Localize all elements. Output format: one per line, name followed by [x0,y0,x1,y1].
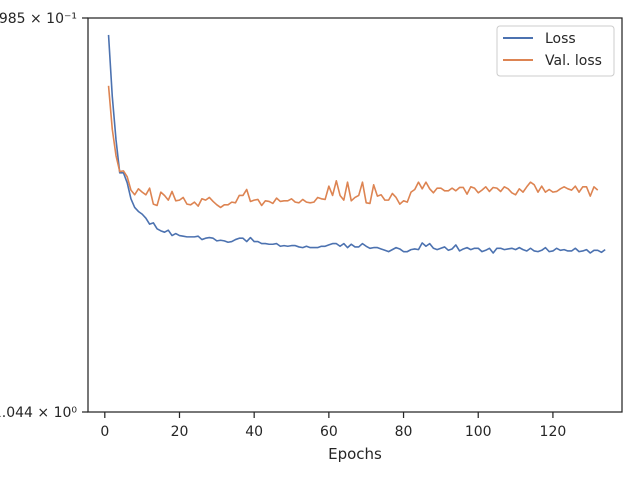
x-tick-label: 120 [540,424,567,440]
series-layer [107,34,606,254]
legend-label-loss: Loss [545,31,576,47]
legend: Loss Val. loss [496,25,615,77]
series-line-val-loss [107,85,599,209]
series-line-loss [107,34,606,254]
x-tick-label: 60 [320,424,338,440]
x-axis-title: Epochs [328,445,382,463]
legend-label-val-loss: Val. loss [545,53,602,69]
x-tick-label: 40 [245,424,263,440]
y-axis: 985 × 10⁻¹ 1.044 × 10⁰ [0,11,88,421]
x-axis: 0 20 40 60 80 100 120 [100,412,566,440]
x-tick-label: 100 [465,424,492,440]
y-tick-label-bottom: 1.044 × 10⁰ [0,405,77,421]
x-tick-label: 80 [395,424,413,440]
x-tick-label: 20 [171,424,189,440]
axes-frame [87,17,623,413]
y-tick-label-top: 985 × 10⁻¹ [0,11,77,27]
x-tick-label: 0 [100,424,109,440]
